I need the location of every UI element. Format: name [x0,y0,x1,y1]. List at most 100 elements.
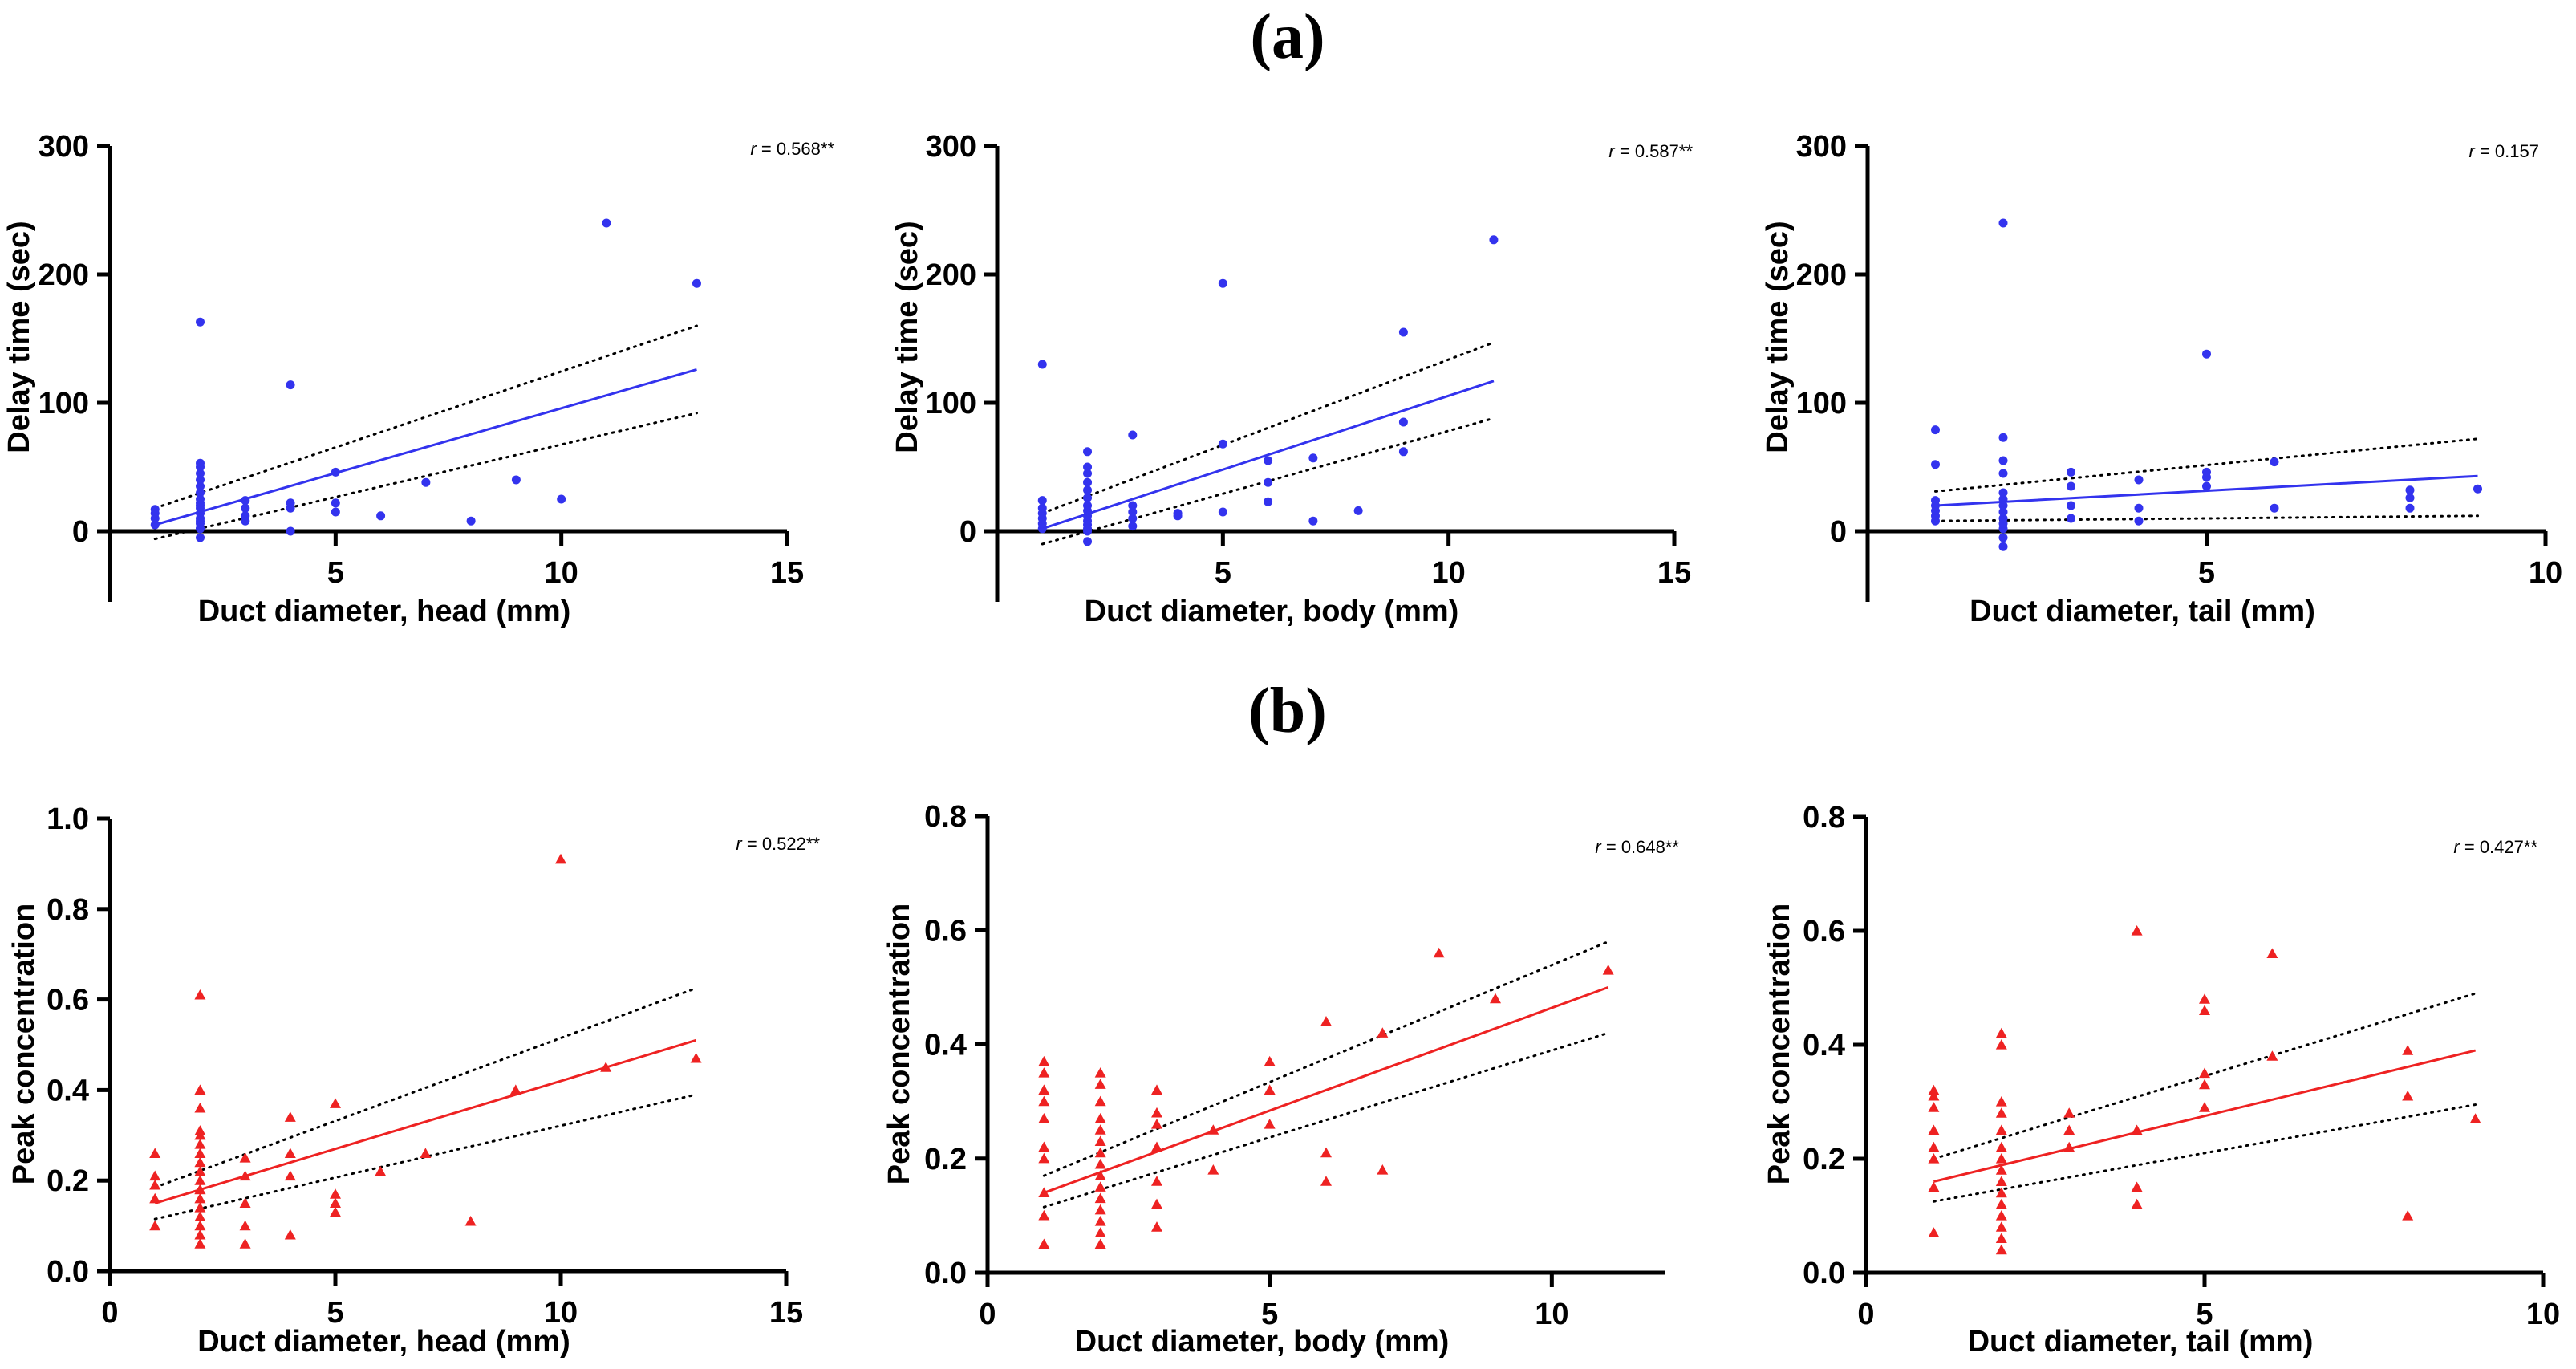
data-point [1433,947,1445,958]
data-point [196,516,205,526]
data-point [284,1229,296,1240]
data-point [2405,485,2415,495]
data-point [149,1192,161,1204]
data-point [2266,948,2278,958]
data-point [2134,475,2144,485]
data-point [1094,1227,1106,1237]
data-point [555,853,566,864]
data-point [2405,503,2415,513]
data-point [1038,1141,1050,1152]
data-point [1931,425,1940,435]
y-tick-label: 0.0 [924,1257,967,1290]
chart-b1: 0.0 0.2 0.4 0.6 0.8 1.0 0 5 10 15 Duct diameter, h… [7,802,820,1359]
data-point [2270,457,2279,467]
data-point [1995,1107,2007,1118]
data-point [2402,1090,2414,1101]
y-tick-label: 0.6 [1803,915,1845,949]
regression-line [154,1038,697,1204]
data-point [1094,1215,1106,1226]
correlation-symbol: r [736,834,743,854]
data-point [150,520,160,530]
data-point [284,1170,296,1181]
data-point [1038,1084,1050,1095]
x-tick-label: 5 [327,556,344,590]
data-point [194,1139,206,1149]
data-point [600,1062,612,1072]
ci-lower-line [1932,1103,2477,1203]
data-point [196,524,205,534]
data-point [1995,1124,2007,1135]
data-point [194,1238,206,1249]
data-point [196,458,205,468]
y-axis-label: Peak concentration [7,904,41,1185]
data-point [196,533,205,542]
data-point [421,477,431,487]
data-point [2202,481,2211,491]
data-point [1207,1124,1219,1135]
data-point [2131,1198,2143,1209]
data-point [1264,497,1273,506]
data-point [1083,477,1093,487]
x-axis-label: Duct diameter, body (mm) [1085,595,1459,628]
y-tick-label: 0.2 [924,1143,967,1176]
data-point [196,488,205,498]
correlation-value: = 0.522** [742,834,821,854]
y-tick-label: 0.4 [924,1029,967,1062]
y-tick-label: 100 [39,387,89,420]
data-point [2134,516,2144,526]
data-point [149,1220,161,1231]
y-tick-label: 0.8 [924,800,967,834]
data-point [1094,1204,1106,1215]
data-point [2199,1079,2210,1090]
data-point [1995,1176,2007,1186]
y-tick-label: 0 [72,515,89,549]
x-tick-label: 0 [979,1298,996,1331]
y-tick-label: 0.8 [1803,801,1845,835]
x-tick-label: 10 [1432,556,1466,590]
x-tick-label: 10 [544,1296,578,1330]
data-point [1151,1084,1162,1095]
data-point [1083,447,1093,457]
data-point [149,1170,161,1181]
data-point [2067,481,2075,491]
ci-upper-line [1934,437,2479,493]
data-point [1038,1055,1050,1066]
data-point [194,1156,206,1168]
data-point [1998,533,2008,542]
data-point [1151,1198,1162,1209]
data-point [196,481,205,491]
x-tick-label: 15 [769,1296,803,1330]
x-axis-label: Duct diameter, head (mm) [198,595,571,628]
data-point [1308,516,1318,526]
data-point [1128,507,1138,517]
data-point [1995,1233,2007,1243]
data-point [1038,1067,1050,1078]
data-point [241,503,250,513]
x-tick-label: 0 [1857,1298,1874,1331]
data-point [1094,1112,1106,1123]
y-tick-label: 0.0 [47,1255,89,1289]
data-point [1094,1147,1106,1158]
x-tick-label: 5 [2196,1298,2213,1331]
data-point [1083,485,1093,495]
y-axis-label: Peak concentration [882,904,916,1185]
data-point [2067,467,2075,477]
data-point [1151,1107,1162,1118]
data-point [1038,1152,1050,1164]
data-point [1928,1084,1940,1095]
y-tick-label: 300 [39,130,89,164]
data-point [1995,1244,2007,1255]
correlation-value: = 0.427** [2460,837,2538,857]
y-tick-label: 0.4 [1803,1029,1845,1062]
data-point [2134,503,2144,513]
data-point [1398,327,1408,337]
y-axis-label: Delay time (sec) [890,221,924,453]
regression-line [1933,1049,2476,1183]
regression-line [1935,474,2478,507]
data-point [2067,514,2075,523]
x-tick-label: 10 [2526,1298,2560,1331]
correlation-label: r = 0.427** [2453,837,2537,857]
data-point [2063,1107,2075,1118]
data-point [1928,1181,1940,1192]
x-axis-label: Duct diameter, head (mm) [197,1325,570,1359]
